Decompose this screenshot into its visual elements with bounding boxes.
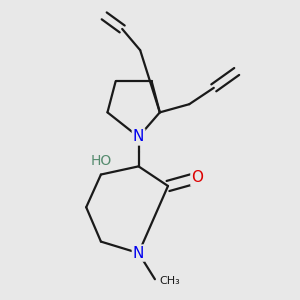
Text: N: N — [133, 246, 144, 261]
Text: HO: HO — [90, 154, 112, 169]
Text: O: O — [191, 170, 203, 185]
Text: N: N — [133, 129, 144, 144]
Text: CH₃: CH₃ — [159, 276, 180, 286]
